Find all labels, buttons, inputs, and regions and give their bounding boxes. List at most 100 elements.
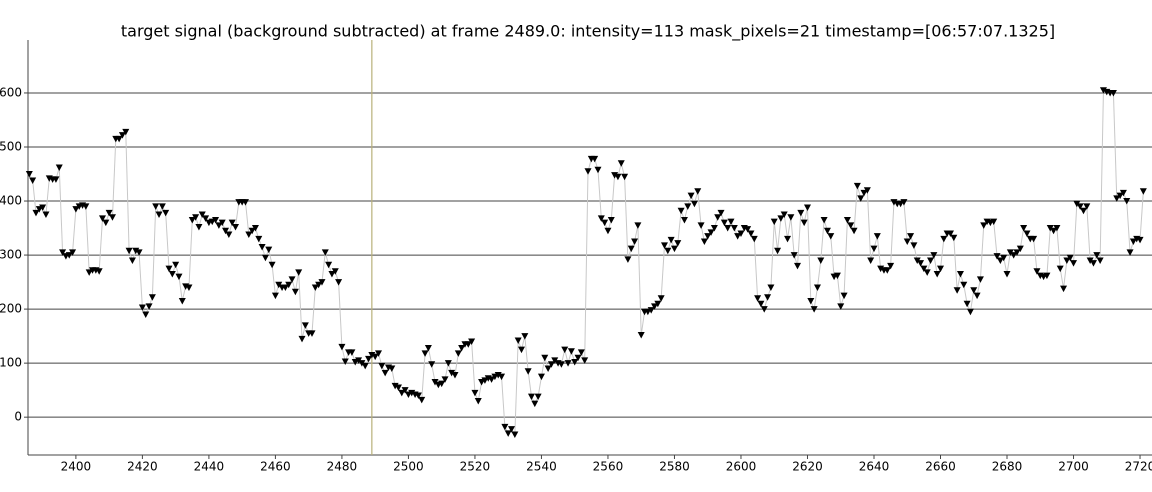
point-marker xyxy=(1000,254,1008,262)
point-marker xyxy=(285,281,293,289)
point-marker xyxy=(687,192,695,200)
x-tick-label: 2620 xyxy=(792,460,823,474)
point-marker xyxy=(561,346,569,354)
point-marker xyxy=(288,276,296,283)
point-marker xyxy=(381,369,389,377)
point-marker xyxy=(152,203,160,210)
point-marker xyxy=(956,270,964,278)
point-marker xyxy=(1136,236,1144,244)
point-marker xyxy=(308,330,316,337)
point-marker xyxy=(853,182,861,190)
point-marker xyxy=(105,209,113,217)
point-marker xyxy=(215,222,223,229)
point-marker xyxy=(148,294,156,301)
point-marker xyxy=(315,281,323,289)
point-marker xyxy=(1109,89,1117,97)
point-marker xyxy=(321,249,329,256)
point-marker xyxy=(172,261,180,269)
x-tick-label: 2720 xyxy=(1125,460,1152,474)
point-marker xyxy=(537,373,545,381)
point-marker xyxy=(794,262,802,270)
point-marker xyxy=(464,341,472,348)
point-marker xyxy=(444,360,452,367)
point-marker xyxy=(511,431,519,438)
point-marker xyxy=(784,235,792,243)
point-marker xyxy=(564,360,572,367)
point-marker xyxy=(833,272,841,280)
point-marker xyxy=(767,284,775,291)
point-marker xyxy=(1053,225,1061,232)
point-marker xyxy=(690,200,698,208)
point-marker xyxy=(311,284,319,291)
point-marker xyxy=(660,242,668,249)
point-marker xyxy=(458,345,466,352)
point-marker xyxy=(667,236,675,244)
point-marker xyxy=(118,132,126,139)
point-marker xyxy=(973,292,981,300)
point-marker xyxy=(108,214,116,221)
point-marker xyxy=(714,214,722,221)
point-marker xyxy=(1089,260,1097,267)
point-marker xyxy=(1073,200,1081,208)
point-marker xyxy=(847,222,855,229)
point-marker xyxy=(428,361,436,368)
signal-line xyxy=(28,89,1144,437)
point-marker xyxy=(468,338,476,346)
point-marker xyxy=(155,211,163,219)
point-marker xyxy=(544,365,552,373)
point-marker xyxy=(976,276,984,283)
point-marker xyxy=(647,307,655,314)
point-marker xyxy=(85,269,93,276)
point-marker xyxy=(441,376,449,383)
point-marker xyxy=(1056,265,1064,273)
point-marker xyxy=(654,300,662,308)
point-marker xyxy=(790,252,798,259)
x-tick-label: 2600 xyxy=(726,460,757,474)
point-marker xyxy=(72,206,80,213)
point-marker xyxy=(577,349,585,356)
point-marker xyxy=(940,235,948,243)
point-marker xyxy=(424,345,432,352)
point-marker xyxy=(960,281,968,289)
y-tick-label: 0 xyxy=(14,410,22,424)
point-marker xyxy=(827,233,835,240)
point-marker xyxy=(697,222,705,229)
point-marker xyxy=(800,219,808,227)
point-marker xyxy=(258,243,266,251)
point-marker xyxy=(498,373,506,381)
point-marker xyxy=(521,333,529,340)
point-marker xyxy=(1043,272,1051,280)
point-marker xyxy=(946,230,954,237)
point-marker xyxy=(873,233,881,240)
point-marker xyxy=(358,360,366,367)
point-marker xyxy=(651,303,659,310)
point-marker xyxy=(631,238,639,246)
point-marker xyxy=(202,215,210,222)
point-marker xyxy=(887,262,895,270)
point-marker xyxy=(870,245,878,253)
point-marker xyxy=(913,257,921,264)
x-tick-label: 2520 xyxy=(460,460,491,474)
point-marker xyxy=(481,377,489,384)
point-marker xyxy=(128,257,136,264)
point-marker xyxy=(857,195,865,202)
point-marker xyxy=(863,187,871,194)
point-marker xyxy=(584,168,592,175)
point-marker xyxy=(451,372,459,379)
point-marker xyxy=(860,189,868,197)
point-marker xyxy=(910,242,918,249)
point-marker xyxy=(1050,227,1058,235)
y-tick-label: 600 xyxy=(0,85,22,99)
point-marker xyxy=(637,332,645,339)
point-marker xyxy=(1093,252,1101,259)
point-marker xyxy=(774,247,782,255)
point-marker xyxy=(674,240,682,247)
point-marker xyxy=(966,308,974,316)
point-marker xyxy=(281,284,289,291)
x-tick-label: 2700 xyxy=(1058,460,1089,474)
point-marker xyxy=(228,219,236,227)
point-marker xyxy=(1129,238,1137,246)
point-marker xyxy=(1013,249,1021,256)
point-marker xyxy=(318,279,326,286)
point-marker xyxy=(820,216,828,224)
